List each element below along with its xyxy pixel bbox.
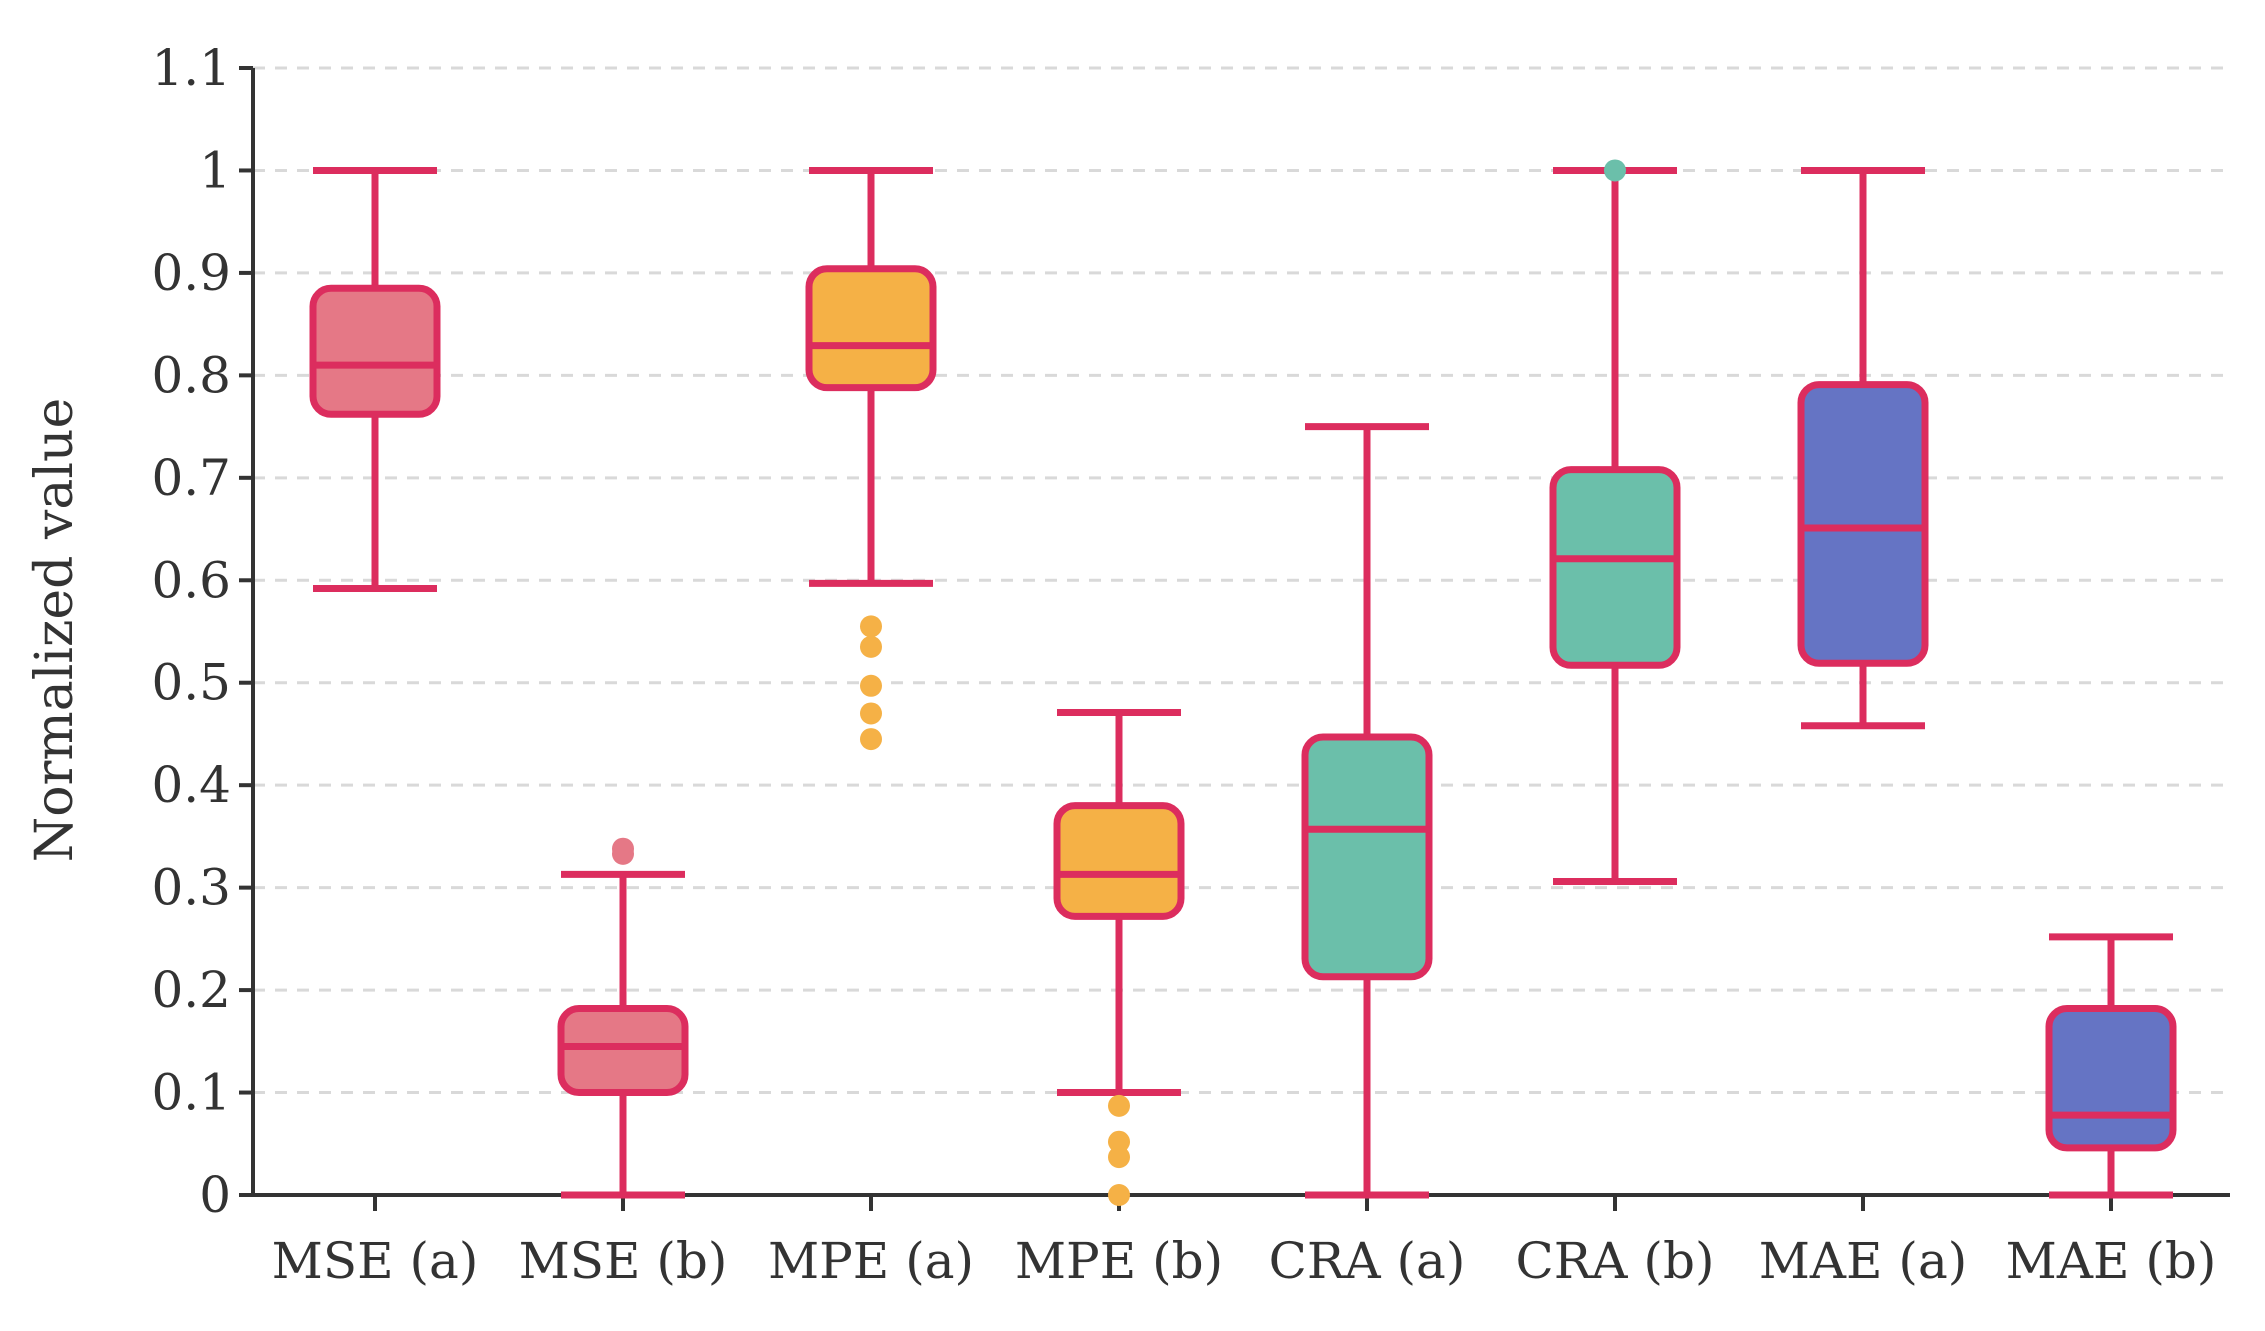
y-tick-label: 0.8 [151,346,231,404]
x-tick-label: MSE (b) [519,1232,728,1290]
iqr-box [1549,466,1681,669]
box-7 [1797,166,1929,730]
iqr-box [557,1005,689,1097]
y-tick-label: 0.5 [151,654,231,712]
outlier-point [1108,1184,1130,1206]
y-tick-label: 0.1 [151,1064,231,1122]
outlier-point [1108,1130,1130,1153]
y-tick-label: 1 [199,141,231,199]
outlier-point [860,728,882,751]
x-axis-ticks: MSE (a) MSE (b) MPE (a) MPE (b) CRA (a) CRA (… [272,1195,2217,1290]
iqr-box [2045,1005,2177,1152]
y-tick-label: 0.4 [151,756,231,814]
y-axis-title: Normalized value [25,398,85,863]
outlier-point [612,837,634,860]
y-tick-label: 0 [199,1166,231,1224]
x-tick-label: MPE (a) [768,1232,974,1290]
outlier-point [860,635,882,658]
box-4 [1053,708,1185,1206]
x-tick-label: CRA (b) [1516,1232,1715,1290]
box-3 [805,166,937,751]
y-tick-label: 0.9 [151,244,231,302]
x-tick-label: MAE (a) [1759,1232,1968,1290]
outlier-point [860,674,882,697]
iqr-box [1301,733,1433,981]
y-axis-ticks: 0 0.1 0.2 0.3 0.4 0.5 0.6 0.7 0.8 0.9 1 1.1 [151,39,253,1224]
iqr-box [805,265,937,392]
x-tick-label: CRA (a) [1269,1232,1466,1290]
grid-lines [253,66,2230,1095]
y-tick-label: 0.2 [151,961,231,1019]
box-5 [1301,423,1433,1199]
y-tick-label: 0.6 [151,551,231,609]
outlier-point [1108,1094,1130,1117]
x-tick-label: MSE (a) [272,1232,479,1290]
y-tick-label: 0.7 [151,449,231,507]
box-1 [309,166,441,592]
outlier-point [860,702,882,725]
outlier-point [1604,159,1626,182]
outlier-point [1108,1146,1130,1169]
iqr-box [1053,802,1185,920]
box-2 [557,837,689,1199]
boxes [309,159,2177,1206]
iqr-box [309,284,441,418]
axes [251,68,2230,1197]
box-6 [1549,159,1681,885]
iqr-box [1797,381,1929,667]
x-tick-label: MAE (b) [2006,1232,2217,1290]
y-tick-label: 0.3 [151,859,231,917]
box-8 [2045,933,2177,1199]
outlier-point [860,615,882,638]
y-tick-label: 1.1 [151,39,231,97]
x-tick-label: MPE (b) [1015,1232,1223,1290]
